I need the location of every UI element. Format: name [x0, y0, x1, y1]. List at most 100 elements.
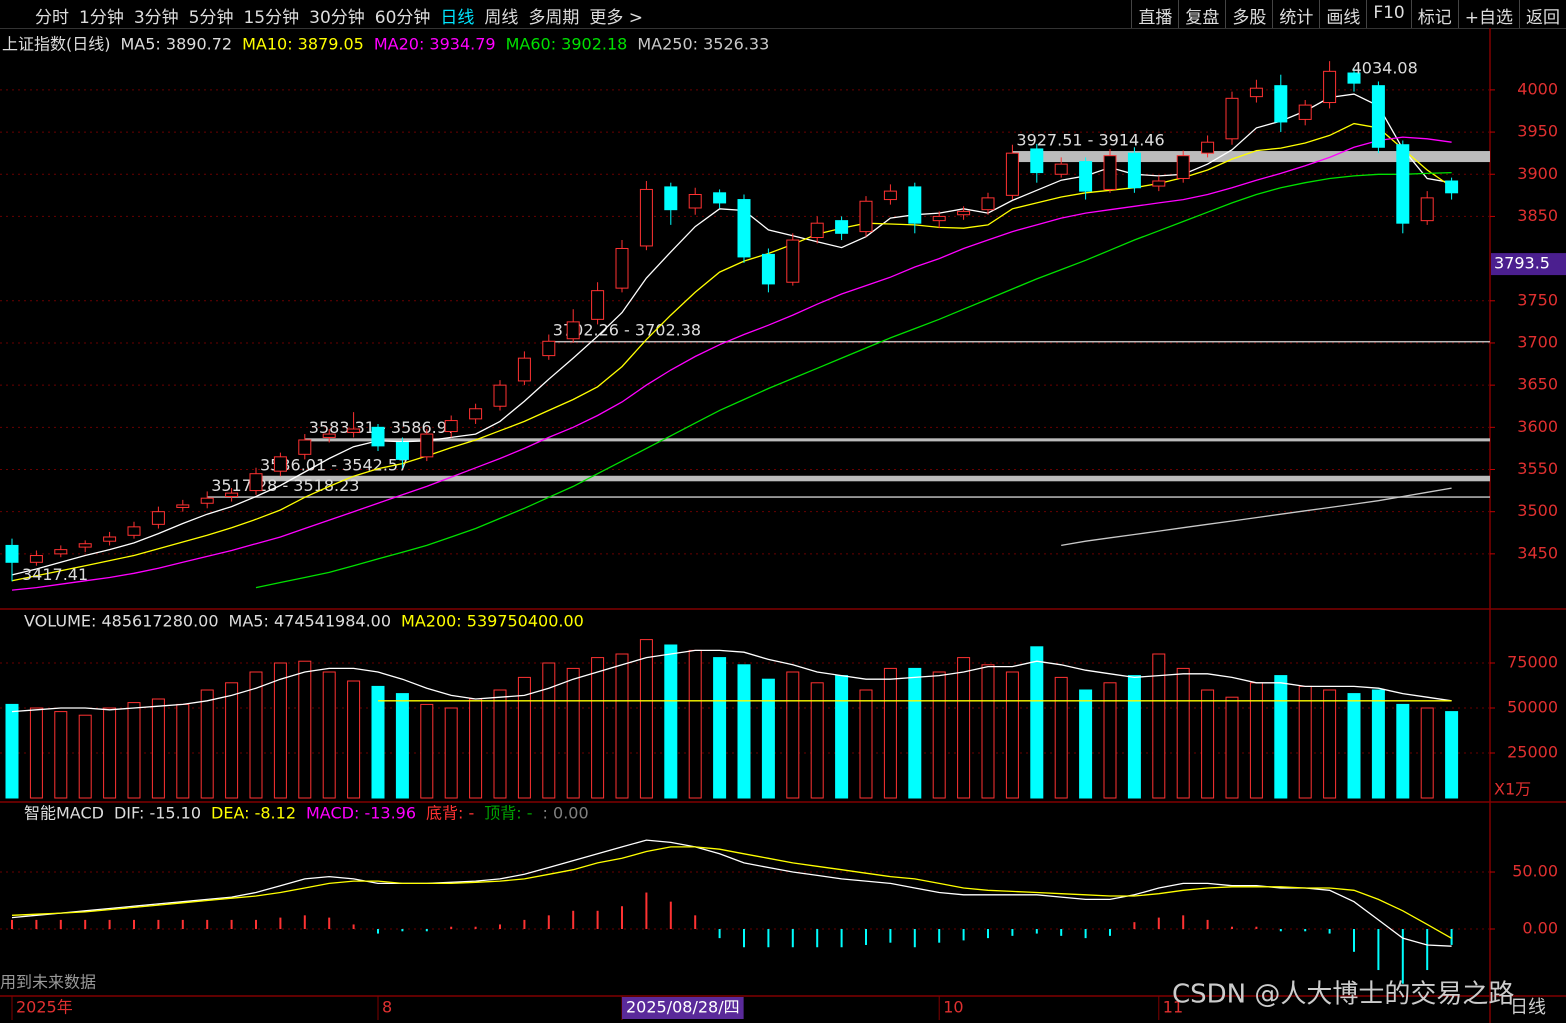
- volume-bar: [542, 662, 556, 799]
- tool-button[interactable]: 直播: [1131, 0, 1178, 28]
- cursor-date-bg: [622, 997, 744, 1019]
- last-price: 3793.5: [1494, 254, 1550, 273]
- period-tab[interactable]: 更多 >: [589, 8, 644, 28]
- volume-bar: [469, 698, 483, 799]
- level-band: [207, 496, 1491, 498]
- volume-bar: [1347, 693, 1361, 799]
- candle-body: [1274, 85, 1288, 123]
- volume-bar: [908, 667, 922, 799]
- tool-button[interactable]: +自选: [1457, 0, 1519, 28]
- y-tick-label: 75000: [1507, 652, 1558, 671]
- candle-body: [542, 340, 556, 357]
- candle-body: [322, 433, 336, 438]
- candle-body: [395, 442, 409, 460]
- candle-body: [200, 497, 214, 504]
- candle-body: [78, 543, 92, 548]
- volume-bar: [249, 671, 263, 799]
- volume-bar: [1176, 667, 1190, 799]
- candle-body: [420, 433, 434, 458]
- period-tabs: 分时 1分钟 3分钟 5分钟 15分钟 30分钟 60分钟 日线 周线 多周期 更多 >: [0, 0, 648, 28]
- candle-body: [1225, 97, 1239, 140]
- candle-body: [591, 290, 605, 320]
- legend-item: MA250: 3526.33: [637, 35, 769, 54]
- volume-bar: [1127, 675, 1141, 799]
- period-tab[interactable]: 30分钟: [309, 8, 365, 28]
- watermark: CSDN @人大博士的交易之路: [1172, 980, 1514, 1010]
- period-tab[interactable]: 分时: [35, 8, 69, 28]
- legend-item: MA20: 3934.79: [374, 35, 496, 54]
- ma-line: [11, 839, 1452, 947]
- period-tab[interactable]: 1分钟: [79, 8, 124, 28]
- period-tab[interactable]: 日线: [440, 8, 475, 28]
- volume-bar: [737, 664, 751, 799]
- candle-body: [1201, 141, 1215, 154]
- period-tab[interactable]: 多周期: [528, 8, 580, 28]
- candle-body: [298, 439, 312, 455]
- period-tab[interactable]: 5分钟: [188, 8, 234, 28]
- candle-body: [1079, 161, 1093, 192]
- ma-line: [11, 846, 1452, 939]
- x-tick-label: 10: [943, 998, 963, 1017]
- x-tick-label: 2025/08/28/四: [626, 998, 740, 1017]
- candle-body: [737, 199, 751, 258]
- tool-button[interactable]: 复盘: [1178, 0, 1225, 28]
- volume-bar: [1298, 685, 1312, 799]
- period-tab[interactable]: 3分钟: [133, 8, 179, 28]
- candle-body: [1347, 72, 1361, 84]
- volume-bar: [1030, 646, 1044, 799]
- y-tick-label: 3450: [1517, 543, 1558, 562]
- tool-button[interactable]: 返回: [1519, 0, 1566, 28]
- volume-bar: [395, 693, 409, 799]
- candle-body: [225, 492, 239, 497]
- period-tab[interactable]: 周线: [484, 8, 519, 28]
- candle-body: [1152, 180, 1166, 187]
- period-tab[interactable]: 60分钟: [374, 8, 431, 28]
- candle-body: [54, 549, 68, 555]
- y-tick-label: 0.00: [1522, 919, 1558, 938]
- candle-body: [176, 504, 190, 508]
- volume-bar: [932, 671, 946, 799]
- ma-line: [255, 171, 1452, 589]
- candle-body: [1030, 148, 1044, 174]
- volume-bar: [615, 653, 629, 799]
- volume-bar: [1371, 689, 1385, 799]
- y-tick-label: 3750: [1517, 290, 1558, 309]
- legend-item: MA5: 3890.72: [121, 35, 233, 54]
- y-tick-label: 3600: [1517, 417, 1558, 436]
- tool-button[interactable]: 标记: [1410, 0, 1458, 28]
- candle-body: [469, 408, 483, 420]
- volume-bar: [1054, 676, 1068, 799]
- tool-button[interactable]: 多股: [1225, 0, 1272, 28]
- volume-bar: [1396, 703, 1410, 799]
- macd-title: 智能MACD: [24, 804, 104, 823]
- low-label: 3417.41: [22, 565, 88, 584]
- volume-bar: [5, 703, 19, 799]
- period-tab[interactable]: 15分钟: [243, 8, 300, 28]
- candle-body: [786, 239, 800, 283]
- volume-bar: [1005, 671, 1019, 799]
- tool-button[interactable]: 画线: [1319, 0, 1366, 28]
- candle-body: [1103, 155, 1117, 190]
- x-tick-label: 2025年: [16, 998, 73, 1017]
- volume-bar: [1420, 707, 1434, 799]
- volume-bar: [835, 675, 849, 799]
- ma-line: [1061, 487, 1452, 547]
- tool-button[interactable]: F10: [1366, 0, 1410, 28]
- volume-bar: [1225, 696, 1239, 799]
- level-band: [1012, 151, 1490, 163]
- tool-button[interactable]: 统计: [1272, 0, 1319, 28]
- candle-body: [859, 200, 873, 233]
- volume-bar: [151, 698, 165, 799]
- legend-item: MA10: 3879.05: [242, 35, 364, 54]
- legend-item: : 0.00: [543, 804, 589, 823]
- legend-item: MA60: 3902.18: [506, 35, 628, 54]
- candle-body: [103, 536, 117, 542]
- volume-bar: [517, 676, 531, 799]
- volume-bar: [566, 667, 580, 799]
- volume-bar: [591, 657, 605, 799]
- candle-body: [493, 384, 507, 407]
- toolbar: 分时 1分钟 3分钟 5分钟 15分钟 30分钟 60分钟 日线 周线 多周期 更多 > 直播 复盘 多股…: [0, 0, 1566, 29]
- volume-bar: [1323, 689, 1337, 799]
- candle-body: [1445, 180, 1459, 194]
